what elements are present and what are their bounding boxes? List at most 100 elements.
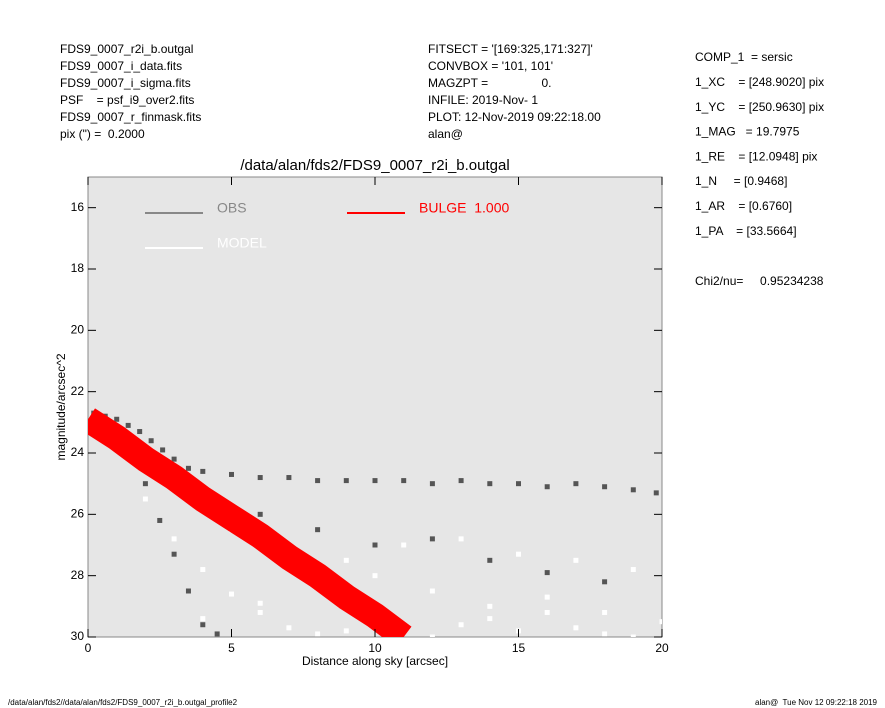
header-left-line: pix (") = 0.2000 xyxy=(60,127,145,141)
data-point xyxy=(286,475,292,481)
plot-area xyxy=(87,176,663,638)
data-point xyxy=(157,517,163,523)
data-point xyxy=(372,542,378,548)
data-point xyxy=(544,594,550,600)
data-point xyxy=(315,478,321,484)
data-point xyxy=(630,567,636,573)
data-point xyxy=(343,478,349,484)
data-point xyxy=(659,619,662,625)
x-tick-label: 5 xyxy=(228,641,235,655)
data-point xyxy=(372,573,378,579)
data-point xyxy=(185,465,191,471)
data-point xyxy=(487,616,493,622)
y-tick-label: 18 xyxy=(71,261,85,275)
header-middle-line: alan@ xyxy=(428,127,463,141)
data-point xyxy=(544,570,550,576)
fit-parameter: 1_PA = [33.5664] xyxy=(695,224,797,238)
x-tick-label: 0 xyxy=(85,641,92,655)
data-point xyxy=(257,511,263,517)
x-axis-label: Distance along sky [arcsec] xyxy=(302,654,448,668)
data-point xyxy=(185,588,191,594)
data-point xyxy=(343,628,349,634)
y-tick-label: 28 xyxy=(71,568,85,582)
header-middle-line: PLOT: 12-Nov-2019 09:22:18.00 xyxy=(428,110,601,124)
data-point xyxy=(114,416,120,422)
data-point xyxy=(171,551,177,557)
data-point xyxy=(573,481,579,487)
data-point xyxy=(160,447,166,453)
header-left-line: FDS9_0007_r_finmask.fits xyxy=(60,110,201,124)
y-tick-label: 30 xyxy=(71,629,85,643)
data-point xyxy=(214,631,220,637)
fit-parameter: 1_RE = [12.0948] pix xyxy=(695,149,817,163)
data-point xyxy=(343,557,349,563)
x-tick-label: 15 xyxy=(512,641,526,655)
legend-label: OBS xyxy=(217,200,247,216)
data-point xyxy=(148,438,154,444)
y-tick-label: 20 xyxy=(71,323,85,337)
data-point xyxy=(630,634,636,637)
data-point xyxy=(653,490,659,496)
data-point xyxy=(137,429,143,435)
data-point xyxy=(544,609,550,615)
bulge-band xyxy=(88,408,412,637)
data-point xyxy=(458,536,464,542)
data-point xyxy=(200,616,206,622)
data-point xyxy=(602,579,608,585)
x-tick-label: 20 xyxy=(655,641,669,655)
data-point xyxy=(602,484,608,490)
header-middle-line: CONVBOX = '101, 101' xyxy=(428,59,553,73)
data-point xyxy=(229,471,234,477)
data-point xyxy=(573,557,579,563)
chart-title: /data/alan/fds2/FDS9_0007_r2i_b.outgal xyxy=(240,157,509,174)
data-point xyxy=(458,622,464,628)
header-left-line: FDS9_0007_i_data.fits xyxy=(60,59,182,73)
data-point xyxy=(516,481,521,487)
y-tick-label: 22 xyxy=(71,384,85,398)
footer-right: alan@ Tue Nov 12 09:22:18 2019 xyxy=(755,698,878,707)
legend-label: BULGE 1.000 xyxy=(419,200,509,216)
footer-left: /data/alan/fds2//data/alan/fds2/FDS9_000… xyxy=(8,698,238,707)
data-point xyxy=(315,631,321,637)
data-point xyxy=(573,625,579,631)
header-left-line: FDS9_0007_r2i_b.outgal xyxy=(60,42,193,56)
data-point xyxy=(602,609,608,615)
data-point xyxy=(429,481,435,487)
y-axis-label: magnitude/arcsec^2 xyxy=(54,353,68,460)
data-point xyxy=(602,631,608,637)
data-point xyxy=(429,536,435,542)
header-middle-line: FITSECT = '[169:325,171:327]' xyxy=(428,42,593,56)
data-point xyxy=(229,591,234,597)
data-point xyxy=(142,496,148,502)
fit-parameter: COMP_1 = sersic xyxy=(695,50,793,64)
y-tick-label: 24 xyxy=(71,445,85,459)
data-point xyxy=(487,557,493,563)
data-point xyxy=(200,622,206,628)
y-tick-label: 26 xyxy=(71,507,85,521)
data-point xyxy=(372,478,378,484)
data-point xyxy=(200,468,206,474)
fit-parameter: 1_MAG = 19.7975 xyxy=(695,125,800,139)
y-tick-label: 16 xyxy=(71,200,85,214)
data-point xyxy=(171,536,177,542)
fit-parameter: 1_YC = [250.9630] pix xyxy=(695,100,824,114)
data-point xyxy=(142,481,148,487)
data-point xyxy=(171,456,177,462)
data-point xyxy=(257,609,263,615)
fit-parameter: 1_AR = [0.6760] xyxy=(695,199,792,213)
header-left-line: FDS9_0007_i_sigma.fits xyxy=(60,76,191,90)
x-tick-label: 10 xyxy=(368,641,382,655)
data-point xyxy=(200,567,206,573)
data-point xyxy=(516,551,521,557)
legend-label: MODEL xyxy=(217,235,267,251)
data-point xyxy=(487,481,493,487)
data-point xyxy=(125,422,131,428)
data-point xyxy=(544,484,550,490)
data-point xyxy=(429,588,435,594)
data-point xyxy=(315,527,321,533)
data-point xyxy=(429,634,435,637)
data-point xyxy=(630,487,636,493)
header-left-line: PSF = psf_i9_over2.fits xyxy=(60,93,194,107)
header-middle-line: INFILE: 2019-Nov- 1 xyxy=(428,93,538,107)
